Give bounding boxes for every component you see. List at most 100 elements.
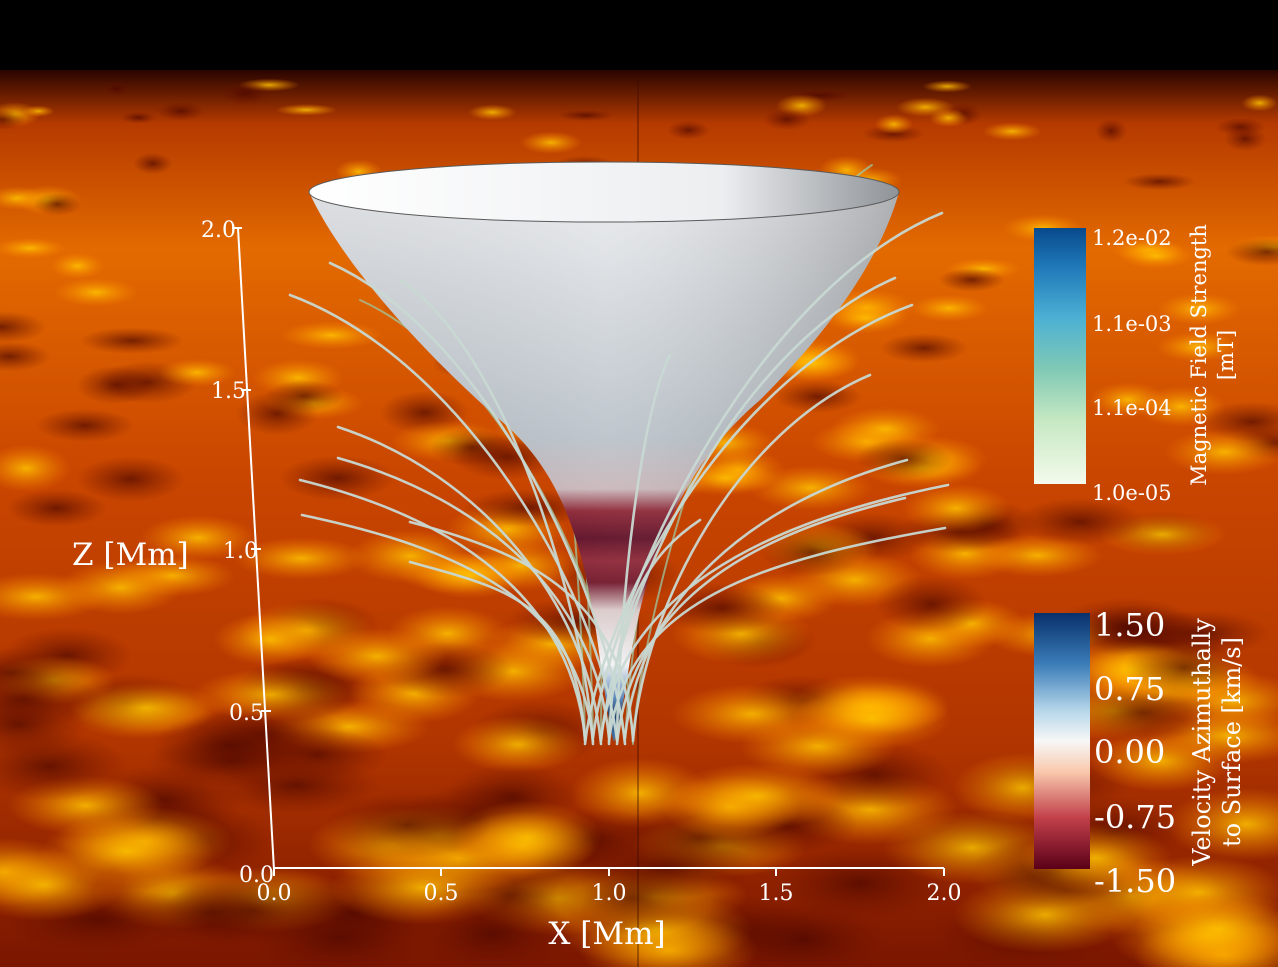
velocity-colorbar-gradient — [1034, 613, 1090, 869]
magnetic-label: 1.2e-02 — [1092, 226, 1172, 250]
granule — [1156, 292, 1242, 326]
granule — [35, 408, 134, 443]
granule — [6, 489, 107, 528]
x-tick-label: 0.5 — [424, 881, 459, 906]
granule — [762, 108, 811, 131]
granule — [922, 80, 972, 93]
vortex-funnel — [308, 161, 900, 742]
black-sky — [0, 0, 1278, 80]
granule — [1135, 889, 1278, 967]
granule — [1123, 173, 1196, 191]
granule — [120, 111, 156, 124]
granule — [103, 81, 130, 97]
z-tick-label: 0.5 — [229, 701, 264, 726]
field-line — [408, 560, 587, 743]
granule — [22, 105, 55, 117]
x-axis-title: X [Mm] — [548, 916, 665, 952]
field-line — [288, 293, 619, 743]
magnetic-label: 1.0e-05 — [1092, 481, 1172, 505]
z-tick-label: 1.0 — [223, 539, 258, 564]
granule — [556, 859, 711, 937]
z-axis-title: Z [Mm] — [72, 537, 189, 573]
field-line — [398, 278, 595, 746]
granule — [79, 327, 185, 354]
granule — [452, 800, 602, 876]
granule — [772, 846, 948, 920]
granule — [759, 527, 865, 577]
granule — [39, 815, 214, 888]
z-axis: 2.0 1.5 1.0 0.5 0.0 Z [Mm] — [72, 218, 275, 888]
granule — [938, 268, 1005, 292]
granule — [909, 294, 990, 322]
velocity-label: 0.00 — [1094, 733, 1165, 771]
granule — [929, 108, 969, 128]
granule — [275, 104, 338, 116]
granule — [1156, 331, 1240, 363]
field-line — [623, 458, 909, 740]
z-tick-label: 0.0 — [239, 863, 274, 888]
field-line — [599, 276, 897, 743]
granule — [739, 716, 898, 777]
z-tick-label: 1.5 — [211, 379, 246, 404]
granule — [133, 152, 173, 175]
granule — [0, 311, 47, 344]
granule — [236, 391, 319, 436]
granule — [673, 460, 778, 496]
velocity-label: -0.75 — [1094, 798, 1176, 836]
granule — [874, 114, 914, 135]
field-line — [631, 373, 872, 743]
granule — [76, 456, 185, 502]
x-axis: 0.0 0.5 1.0 1.5 2.0 X [Mm] — [257, 867, 962, 952]
granule — [1053, 597, 1202, 656]
granule — [1118, 243, 1194, 269]
granule — [1197, 401, 1278, 442]
magnetic-colorbar-title: Magnetic Field Strength — [1187, 224, 1211, 486]
x-tick-label: 1.5 — [759, 881, 794, 906]
granule — [874, 575, 989, 633]
z-tick-label: 2.0 — [201, 218, 236, 243]
granule — [49, 252, 106, 280]
granule — [152, 711, 309, 779]
granule — [54, 277, 139, 307]
granule — [982, 122, 1042, 141]
field-line — [300, 513, 595, 743]
granule — [279, 455, 396, 501]
granule — [76, 365, 157, 405]
granule — [411, 894, 574, 967]
granule — [57, 560, 184, 615]
field-lines-front — [288, 211, 950, 746]
magnetic-colorbar-unit: [mT] — [1214, 330, 1238, 380]
granule — [880, 333, 968, 363]
granule — [468, 104, 517, 121]
field-line — [298, 478, 587, 740]
magnetic-label: 1.1e-03 — [1092, 312, 1172, 336]
velocity-colorbar-title: Velocity Azimuthally — [1188, 618, 1216, 867]
granule — [1215, 117, 1266, 136]
granule — [157, 358, 237, 387]
field-line — [599, 483, 950, 740]
granule — [1241, 94, 1278, 112]
field-line — [615, 496, 907, 746]
granule — [0, 731, 129, 801]
granule — [157, 101, 205, 121]
granule — [0, 237, 66, 259]
granule — [657, 582, 786, 634]
magnetic-label: 1.1e-04 — [1092, 396, 1172, 420]
granule — [667, 120, 710, 140]
magnetic-colorbar: 1.2e-02 1.1e-03 1.1e-04 1.0e-05 Magnetic… — [1034, 224, 1238, 505]
velocity-label: 1.50 — [1094, 606, 1165, 644]
velocity-colorbar: 1.50 0.75 0.00 -0.75 -1.50 Velocity Azim… — [1034, 606, 1246, 900]
granule — [1226, 238, 1278, 266]
granule — [233, 537, 369, 580]
granule — [33, 192, 82, 216]
field-line — [583, 303, 914, 746]
granule — [856, 438, 952, 480]
x-tick-label: 1.0 — [592, 881, 627, 906]
granule — [1014, 497, 1145, 546]
granule — [220, 81, 271, 106]
granule — [213, 613, 327, 666]
field-line — [607, 518, 702, 746]
granule — [669, 763, 846, 830]
granule — [1165, 787, 1278, 861]
